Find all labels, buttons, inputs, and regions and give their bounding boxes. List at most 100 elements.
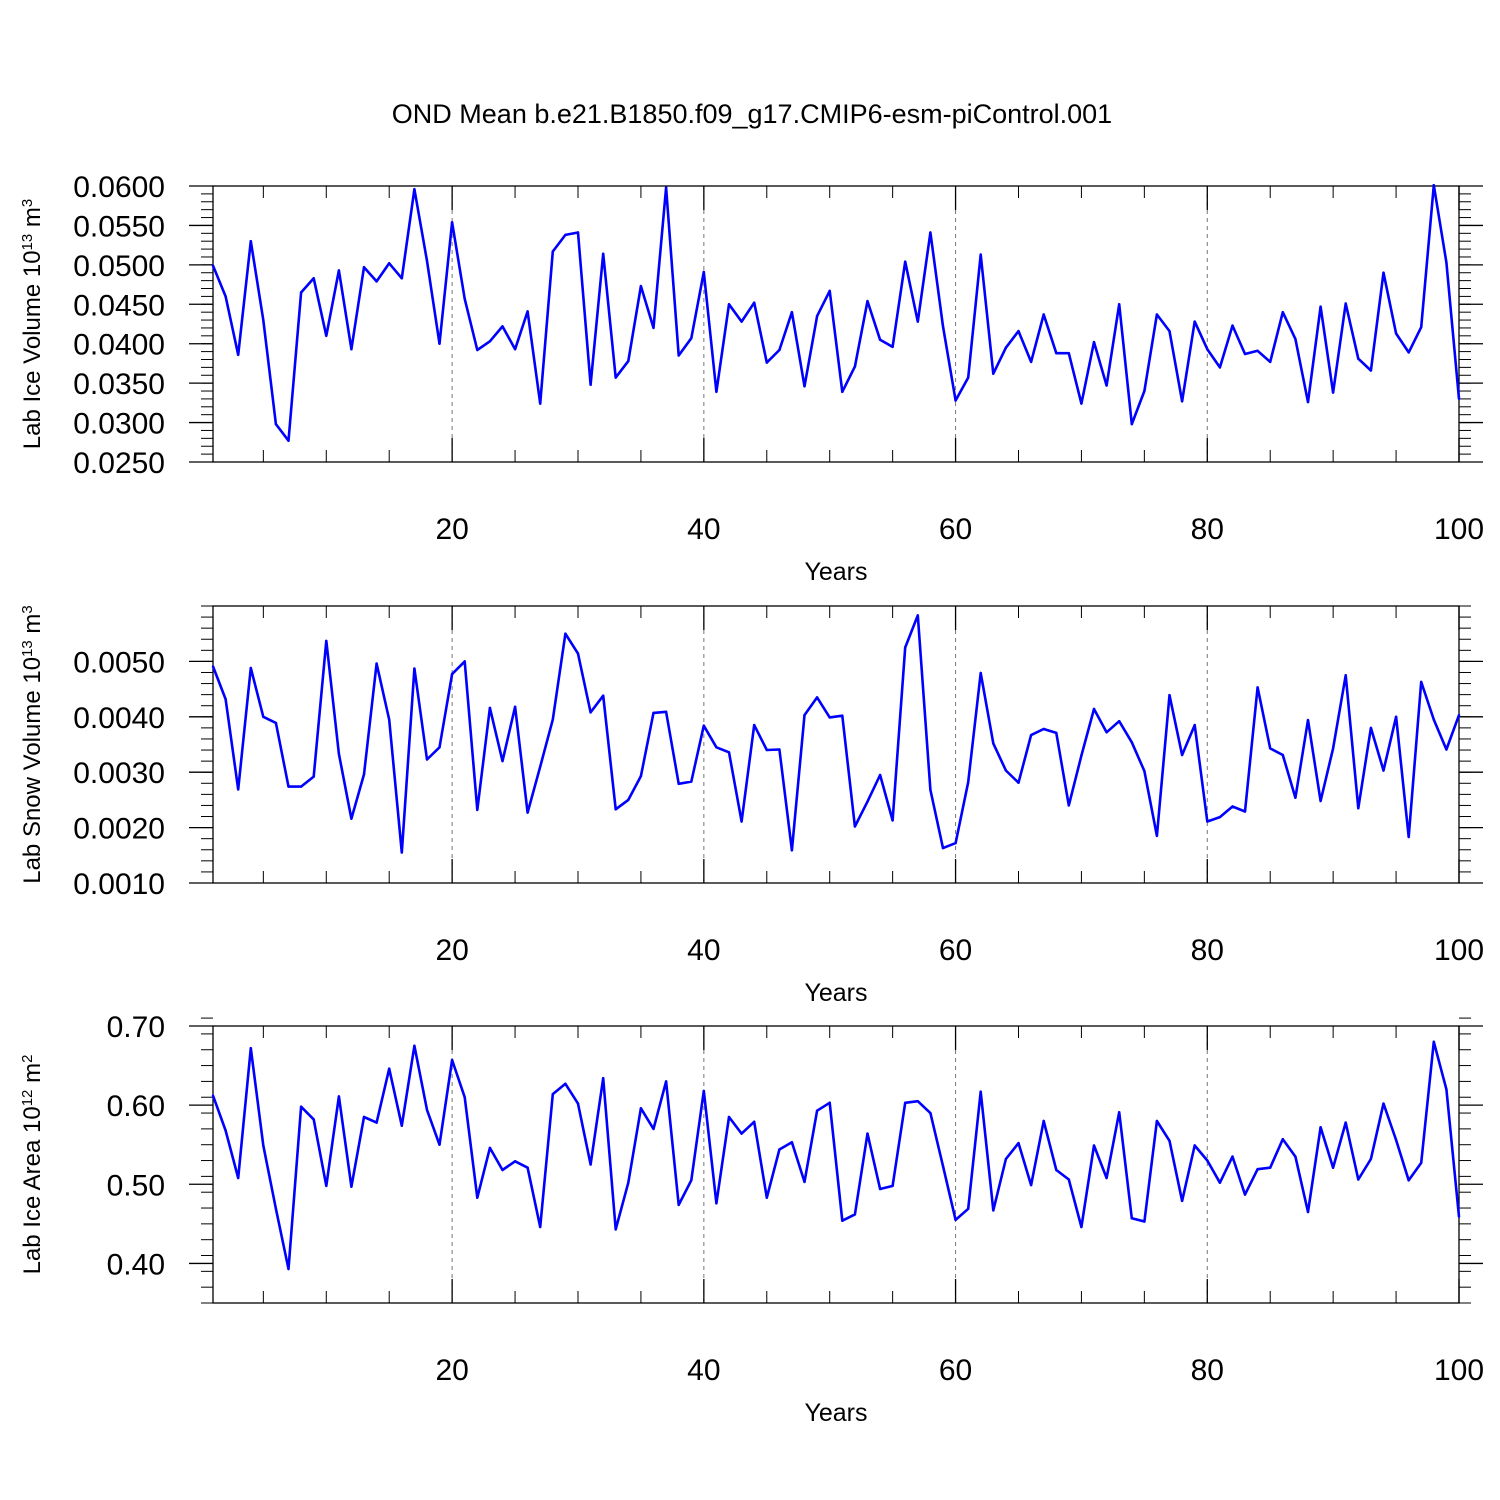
data-point (1269, 747, 1272, 750)
x-tick-label: 20 (435, 1354, 468, 1387)
data-point (362, 266, 366, 269)
data-point (400, 1124, 403, 1127)
data-point (828, 289, 831, 293)
data-point (790, 849, 794, 852)
x-tick-label: 20 (435, 934, 468, 967)
data-point (1457, 1215, 1461, 1218)
data-point (312, 775, 315, 778)
data-point (249, 666, 252, 670)
data-point (1180, 400, 1184, 403)
data-point (1407, 351, 1410, 354)
data-point (501, 325, 504, 328)
plot-frame (212, 605, 1460, 884)
y-tick-label: 0.0500 (73, 250, 165, 283)
data-point (1218, 815, 1222, 819)
data-point (350, 1185, 353, 1188)
data-point (388, 1067, 391, 1070)
data-point (1105, 384, 1108, 387)
data-point (866, 299, 869, 303)
y-tick-label: 0.0050 (73, 646, 165, 679)
data-point (1155, 834, 1159, 838)
figure-title: OND Mean b.e21.B1850.f09_g17.CMIP6-esm-p… (392, 99, 1112, 129)
data-point (337, 269, 341, 272)
y-tick-label: 0.0450 (73, 289, 165, 322)
data-point (1143, 769, 1146, 773)
data-point (740, 320, 743, 323)
data-point (1155, 313, 1159, 316)
data-point (362, 773, 366, 776)
data-point (778, 748, 781, 751)
x-tick-label: 80 (1191, 1354, 1224, 1387)
data-point (589, 1163, 592, 1166)
data-point (1004, 769, 1008, 772)
data-point (1092, 707, 1096, 711)
y-tick-label: 0.0350 (73, 368, 165, 401)
data-point (941, 1164, 945, 1168)
data-point (602, 252, 605, 255)
data-point (325, 1184, 328, 1188)
data-point (513, 1160, 517, 1163)
data-point (1105, 731, 1108, 734)
data-point (589, 711, 592, 714)
data-point (602, 1077, 605, 1080)
data-point (614, 808, 617, 811)
data-point (841, 714, 844, 717)
data-point (790, 311, 794, 314)
data-point (1432, 1040, 1436, 1044)
data-point (1319, 305, 1322, 308)
data-point (815, 314, 819, 318)
data-point (765, 361, 768, 364)
data-point (1130, 1217, 1134, 1220)
data-point (690, 1179, 693, 1182)
data-point (815, 1109, 819, 1112)
data-point (664, 1080, 668, 1083)
data-point (463, 660, 466, 663)
data-point (526, 1166, 529, 1169)
data-point (1029, 360, 1033, 364)
data-point (954, 1218, 957, 1222)
data-point (1445, 261, 1448, 264)
data-point (803, 1180, 806, 1184)
data-point (1130, 741, 1134, 744)
data-point (878, 338, 882, 341)
data-point (1344, 674, 1347, 677)
data-point (1357, 1178, 1360, 1181)
data-point (1407, 835, 1410, 839)
data-point (413, 667, 416, 670)
data-point (1193, 723, 1196, 727)
data-point (1357, 807, 1360, 810)
data-point (1092, 1144, 1096, 1147)
x-axis-label: Years (804, 558, 867, 586)
data-point (1394, 715, 1398, 718)
data-point (1420, 680, 1423, 684)
data-point (425, 758, 429, 761)
data-point (413, 188, 416, 191)
data-point (803, 385, 806, 388)
data-point (1319, 799, 1322, 803)
data-point (400, 277, 403, 280)
data-point (1118, 1111, 1121, 1114)
data-point (1331, 1166, 1335, 1169)
data-point (1306, 400, 1310, 404)
data-point (1306, 1210, 1310, 1214)
x-tick-label: 80 (1191, 934, 1224, 967)
data-point (375, 1121, 378, 1124)
data-point (1206, 820, 1209, 823)
y-tick-label: 0.0010 (73, 868, 165, 901)
data-point (1193, 320, 1196, 323)
data-point (891, 1184, 894, 1188)
panel-ice-area: 20 40 60 80 100 0.40 0.50 0.60 0.70 Lab Ice Area… (19, 1011, 1485, 1427)
data-point (1168, 694, 1171, 697)
data-point (992, 1209, 995, 1212)
data-point (551, 1092, 554, 1096)
data-point (1457, 713, 1461, 717)
data-point (400, 851, 403, 854)
data-point (1017, 329, 1020, 333)
data-point (1193, 1144, 1196, 1147)
data-point (891, 345, 894, 349)
data-point (878, 773, 882, 777)
data-point (904, 1101, 907, 1105)
data-point (941, 325, 945, 328)
x-tick-label: 60 (939, 934, 972, 967)
